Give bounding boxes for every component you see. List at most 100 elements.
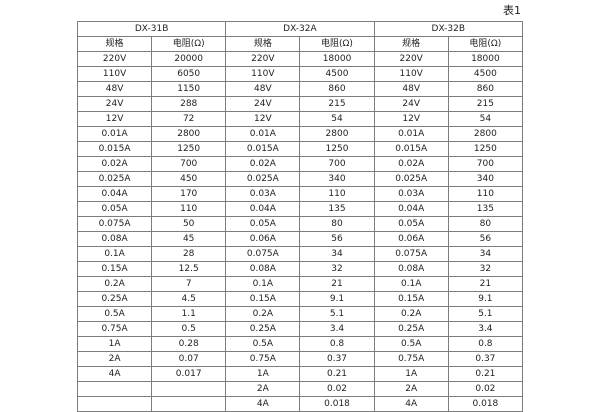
table-row: 0.025A 450 0.025A 340 0.025A 340 [76,171,524,187]
resistance-cell: 3.4 [447,321,524,337]
group-header: DX-32A [225,21,375,37]
resistance-cell: 3.4 [299,321,375,337]
resistance-column-header: 电阻(Ω) [299,36,375,52]
table-row: 0.15A 12.5 0.08A 32 0.08A 32 [76,261,524,277]
spec-cell: 1A [225,366,301,382]
spec-cell: 0.1A [76,246,153,262]
spec-cell: 0.06A [373,231,449,247]
resistance-cell: 56 [299,231,375,247]
spec-cell: 0.5A [225,336,301,352]
table-row: 0.5A 1.1 0.2A 5.1 0.2A 5.1 [76,306,524,322]
group-header: DX-32B [373,21,524,37]
spec-cell: 0.015A [76,141,153,157]
spec-cell: 0.015A [373,141,449,157]
table-row: 12V 72 12V 54 12V 54 [76,111,524,127]
spec-cell: 0.5A [76,306,153,322]
spec-cell: 12V [225,111,301,127]
spec-cell: 0.075A [373,246,449,262]
resistance-cell: 135 [447,201,524,217]
resistance-cell: 56 [447,231,524,247]
spec-cell: 0.1A [373,276,449,292]
spec-cell: 0.2A [225,306,301,322]
spec-cell: 220V [76,51,153,67]
resistance-cell [151,381,227,397]
resistance-cell: 72 [151,111,227,127]
spec-cell: 0.02A [225,156,301,172]
spec-cell: 0.06A [225,231,301,247]
resistance-cell: 12.5 [151,261,227,277]
group-header: DX-31B [76,21,227,37]
spec-cell: 0.5A [373,336,449,352]
spec-cell: 24V [76,96,153,112]
spec-cell: 0.05A [225,216,301,232]
table-row: 2A 0.02 2A 0.02 [76,381,524,397]
spec-cell: 0.2A [373,306,449,322]
resistance-cell: 1150 [151,81,227,97]
spec-cell: 0.25A [225,321,301,337]
spec-cell: 0.075A [225,246,301,262]
resistance-cell: 9.1 [299,291,375,307]
resistance-cell: 21 [299,276,375,292]
spec-cell: 48V [373,81,449,97]
spec-cell: 0.04A [76,186,153,202]
resistance-cell: 4500 [299,66,375,82]
table-row: 0.02A 700 0.02A 700 0.02A 700 [76,156,524,172]
resistance-cell [151,396,227,412]
resistance-cell: 1250 [447,141,524,157]
spec-cell: 110V [373,66,449,82]
table-body: 220V 20000 220V 18000 220V 18000 110V 6050 110V 4… [76,51,524,412]
spec-cell: 0.75A [225,351,301,367]
resistance-cell: 340 [299,171,375,187]
spec-cell: 0.01A [373,126,449,142]
resistance-cell: 0.018 [447,396,524,412]
resistance-cell: 700 [299,156,375,172]
spec-cell: 0.08A [373,261,449,277]
resistance-cell: 700 [447,156,524,172]
spec-column-header: 规格 [373,36,449,52]
resistance-cell: 0.37 [447,351,524,367]
table-row: 0.25A 4.5 0.15A 9.1 0.15A 9.1 [76,291,524,307]
sub-header-row: 规格 电阻(Ω) 规格 电阻(Ω) 规格 电阻(Ω) [76,36,524,52]
spec-cell: 0.08A [76,231,153,247]
spec-cell: 0.25A [76,291,153,307]
resistance-cell: 32 [299,261,375,277]
resistance-cell: 215 [299,96,375,112]
spec-cell: 0.015A [225,141,301,157]
spec-cell: 2A [225,381,301,397]
spec-cell: 0.1A [225,276,301,292]
resistance-cell: 2800 [447,126,524,142]
resistance-cell: 0.21 [299,366,375,382]
resistance-cell: 0.018 [299,396,375,412]
resistance-column-header: 电阻(Ω) [151,36,227,52]
spec-cell [76,396,153,412]
spec-cell: 0.025A [225,171,301,187]
resistance-cell: 7 [151,276,227,292]
resistance-cell: 450 [151,171,227,187]
table-row: 220V 20000 220V 18000 220V 18000 [76,51,524,67]
resistance-cell: 9.1 [447,291,524,307]
table-row: 24V 288 24V 215 24V 215 [76,96,524,112]
spec-cell: 0.05A [373,216,449,232]
spec-cell: 24V [225,96,301,112]
resistance-cell: 0.8 [447,336,524,352]
resistance-cell: 110 [151,201,227,217]
spec-cell: 12V [76,111,153,127]
spec-cell: 48V [76,81,153,97]
resistance-cell: 860 [299,81,375,97]
spec-cell: 220V [225,51,301,67]
resistance-cell: 6050 [151,66,227,82]
spec-cell: 24V [373,96,449,112]
table-row: 2A 0.07 0.75A 0.37 0.75A 0.37 [76,351,524,367]
resistance-cell: 20000 [151,51,227,67]
table-row: 0.04A 170 0.03A 110 0.03A 110 [76,186,524,202]
spec-cell: 0.03A [373,186,449,202]
spec-cell: 48V [225,81,301,97]
resistance-cell: 110 [299,186,375,202]
resistance-cell: 0.017 [151,366,227,382]
spec-cell: 0.75A [76,321,153,337]
spec-cell: 0.025A [373,171,449,187]
spec-cell: 0.75A [373,351,449,367]
resistance-cell: 0.21 [447,366,524,382]
spec-cell: 0.02A [76,156,153,172]
resistance-cell: 135 [299,201,375,217]
